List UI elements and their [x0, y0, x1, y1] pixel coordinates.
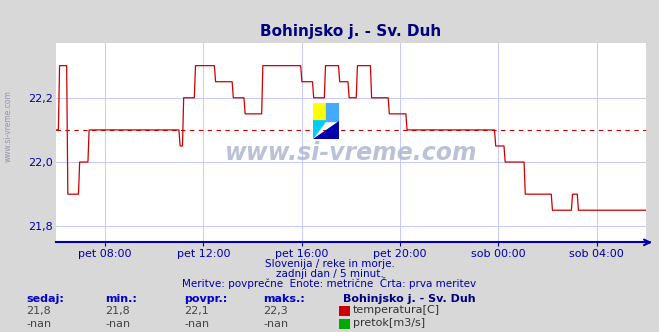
Text: 21,8: 21,8	[105, 306, 130, 316]
Text: www.si-vreme.com: www.si-vreme.com	[225, 141, 477, 165]
Text: -nan: -nan	[264, 319, 289, 329]
Text: Meritve: povprečne  Enote: metrične  Črta: prva meritev: Meritve: povprečne Enote: metrične Črta:…	[183, 277, 476, 289]
Text: -nan: -nan	[185, 319, 210, 329]
Text: www.si-vreme.com: www.si-vreme.com	[3, 90, 13, 162]
Text: Slovenija / reke in morje.: Slovenija / reke in morje.	[264, 259, 395, 269]
Text: zadnji dan / 5 minut.: zadnji dan / 5 minut.	[275, 269, 384, 279]
Text: Bohinjsko j. - Sv. Duh: Bohinjsko j. - Sv. Duh	[343, 294, 475, 304]
Text: 22,1: 22,1	[185, 306, 210, 316]
Text: sedaj:: sedaj:	[26, 294, 64, 304]
Text: pretok[m3/s]: pretok[m3/s]	[353, 318, 425, 328]
Text: -nan: -nan	[26, 319, 51, 329]
Text: povpr.:: povpr.:	[185, 294, 228, 304]
Text: 22,3: 22,3	[264, 306, 289, 316]
Text: 21,8: 21,8	[26, 306, 51, 316]
Text: -nan: -nan	[105, 319, 130, 329]
Text: min.:: min.:	[105, 294, 137, 304]
Text: temperatura[C]: temperatura[C]	[353, 305, 440, 315]
Title: Bohinjsko j. - Sv. Duh: Bohinjsko j. - Sv. Duh	[260, 24, 442, 39]
Text: maks.:: maks.:	[264, 294, 305, 304]
